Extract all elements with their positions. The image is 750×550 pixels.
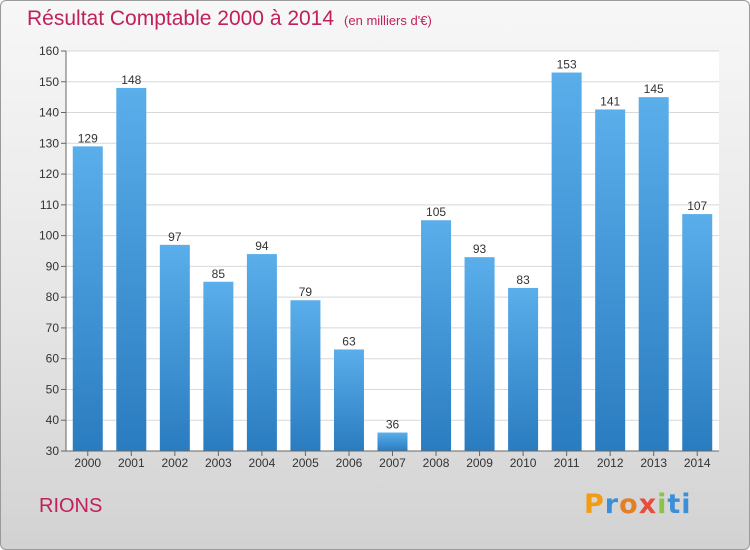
x-tick-label: 2008 — [423, 456, 450, 470]
bar — [159, 244, 190, 451]
x-tick-label: 2009 — [466, 456, 493, 470]
bar — [595, 109, 626, 451]
bar — [638, 97, 669, 452]
x-tick-label: 2010 — [510, 456, 537, 470]
bar — [333, 349, 364, 451]
bar-value-label: 85 — [212, 267, 226, 281]
bar — [508, 287, 539, 451]
bar-value-label: 63 — [342, 334, 356, 348]
y-tick-label: 100 — [39, 229, 59, 243]
y-tick-label: 30 — [46, 444, 60, 458]
x-tick-label: 2003 — [205, 456, 232, 470]
y-tick-label: 140 — [39, 106, 59, 120]
y-tick-label: 40 — [46, 413, 60, 427]
bar — [421, 220, 452, 451]
y-tick-label: 90 — [46, 259, 60, 273]
bar — [682, 214, 713, 451]
y-tick-label: 50 — [46, 382, 60, 396]
bars: 129 148 97 85 94 79 63 36 105 93 83 153 141 145 107 — [72, 58, 713, 452]
y-tick-label: 80 — [46, 290, 60, 304]
x-tick-label: 2004 — [249, 456, 276, 470]
bar — [377, 432, 408, 451]
bar — [72, 146, 103, 451]
x-axis: 2000 2001 2002 2003 2004 2005 2006 2007 2008 2009… — [66, 450, 719, 470]
town-name: RIONS — [39, 495, 103, 517]
bar-value-label: 141 — [600, 94, 620, 108]
bar-value-label: 83 — [516, 273, 530, 287]
bar — [290, 300, 321, 451]
x-tick-label: 2006 — [336, 456, 363, 470]
bar — [116, 87, 147, 451]
bar-value-label: 107 — [687, 199, 707, 213]
bar — [203, 281, 234, 451]
y-tick-label: 110 — [40, 198, 59, 212]
y-axis: 30 40 50 60 70 80 90 100 110 120 130 140 150 160 — [39, 44, 67, 458]
y-tick-label: 60 — [46, 352, 60, 366]
bar-value-label: 36 — [386, 418, 400, 432]
y-tick-label: 150 — [39, 75, 59, 89]
chart-title: Résultat Comptable 2000 à 2014 — [27, 7, 335, 30]
proxiti-logo: Proxiti — [584, 489, 692, 520]
bar-value-label: 148 — [121, 73, 141, 87]
x-tick-label: 2007 — [379, 456, 406, 470]
x-tick-label: 2012 — [597, 456, 624, 470]
bar-value-label: 94 — [255, 239, 269, 253]
bar-value-label: 79 — [299, 285, 313, 299]
chart-title-row: Résultat Comptable 2000 à 2014 (en millie… — [27, 7, 432, 31]
x-tick-label: 2000 — [74, 456, 101, 470]
bar-value-label: 93 — [473, 242, 487, 256]
bar-value-label: 105 — [426, 205, 446, 219]
x-tick-label: 2013 — [640, 456, 667, 470]
chart-subtitle: (en milliers d'€) — [344, 13, 432, 28]
x-tick-label: 2005 — [292, 456, 319, 470]
y-tick-label: 130 — [39, 136, 59, 150]
bar-value-label: 97 — [168, 230, 182, 244]
bar — [246, 254, 277, 451]
bar — [551, 72, 582, 452]
y-tick-label: 120 — [39, 167, 59, 181]
bar-value-label: 145 — [644, 82, 664, 96]
x-tick-label: 2001 — [118, 456, 145, 470]
x-tick-label: 2014 — [684, 456, 711, 470]
y-tick-label: 160 — [39, 44, 59, 58]
x-tick-label: 2002 — [161, 456, 188, 470]
x-tick-label: 2011 — [554, 456, 580, 470]
bar-value-label: 153 — [557, 58, 577, 72]
bar — [464, 257, 495, 451]
bar-value-label: 129 — [78, 131, 98, 145]
y-tick-label: 70 — [46, 321, 60, 335]
